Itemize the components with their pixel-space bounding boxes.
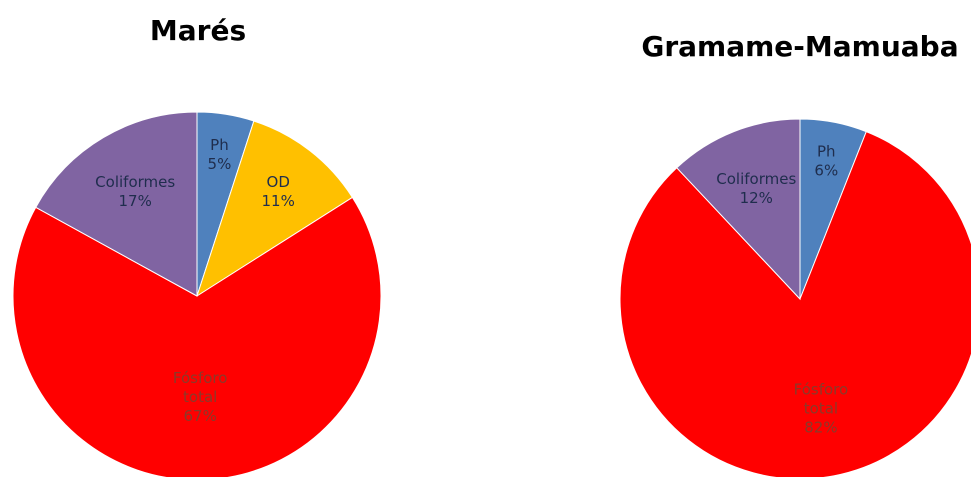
slice-label-line: Fósforo xyxy=(173,369,228,387)
slice-label-line: 82% xyxy=(804,419,837,437)
pie-slice-fosforo-total xyxy=(619,130,971,477)
slice-label-coliformes: Coliformes 12% xyxy=(716,170,796,207)
slice-label-line: OD xyxy=(267,173,290,191)
pie-chart-gramame-mamuaba: Gramame-Mamuaba Ph 6% Fósforo total 82% Colif… xyxy=(600,0,971,477)
slice-label-od: OD 11% xyxy=(262,173,295,210)
slice-label-line: total xyxy=(804,400,838,418)
chart-title-gramame-mamuaba: Gramame-Mamuaba xyxy=(641,30,959,63)
slice-label-line: 11% xyxy=(262,192,295,210)
pie-slice-od xyxy=(196,120,354,298)
slice-label-line: Coliformes xyxy=(95,173,175,191)
slice-label-line: 67% xyxy=(184,407,217,425)
pie-slices xyxy=(12,111,382,477)
slice-label-coliformes: Coliformes 17% xyxy=(95,173,175,210)
slice-label-line: 6% xyxy=(814,162,838,180)
slice-label-line: 17% xyxy=(119,192,152,210)
slice-label-line: Fósforo xyxy=(794,381,849,399)
pie-labels: Ph 5% OD 11% Fósforo total 67% Coliformes 17% xyxy=(95,136,295,425)
chart-title-mares: Marés xyxy=(149,14,247,47)
pie-slices xyxy=(619,118,971,477)
slice-label-line: Ph xyxy=(210,136,229,154)
slice-label-line: 12% xyxy=(740,189,773,207)
slice-label-line: 5% xyxy=(208,155,232,173)
pie-slice-coliformes xyxy=(35,111,198,297)
pie-svg-gramame-mamuaba: Ph 6% Fósforo total 82% Coliformes 12% xyxy=(619,118,971,477)
slice-label-ph: Ph 6% xyxy=(814,143,838,180)
pie-svg-mares: Ph 5% OD 11% Fósforo total 67% Coliformes 17% xyxy=(12,111,382,477)
pie-chart-mares: Marés Ph 5% OD 11% Fósforo total 67% Coliformes… xyxy=(0,0,400,477)
pie-slice-fosforo-total xyxy=(12,196,382,477)
pie-slice-coliformes xyxy=(676,118,801,301)
slice-label-ph: Ph 5% xyxy=(208,136,232,173)
slice-label-line: total xyxy=(183,388,217,406)
slice-label-fosforo-total: Fósforo total 82% xyxy=(794,381,849,437)
slice-label-line: Coliformes xyxy=(716,170,796,188)
slice-label-line: Ph xyxy=(817,143,836,161)
slice-label-fosforo-total: Fósforo total 67% xyxy=(173,369,228,425)
pie-labels: Ph 6% Fósforo total 82% Coliformes 12% xyxy=(716,143,848,437)
